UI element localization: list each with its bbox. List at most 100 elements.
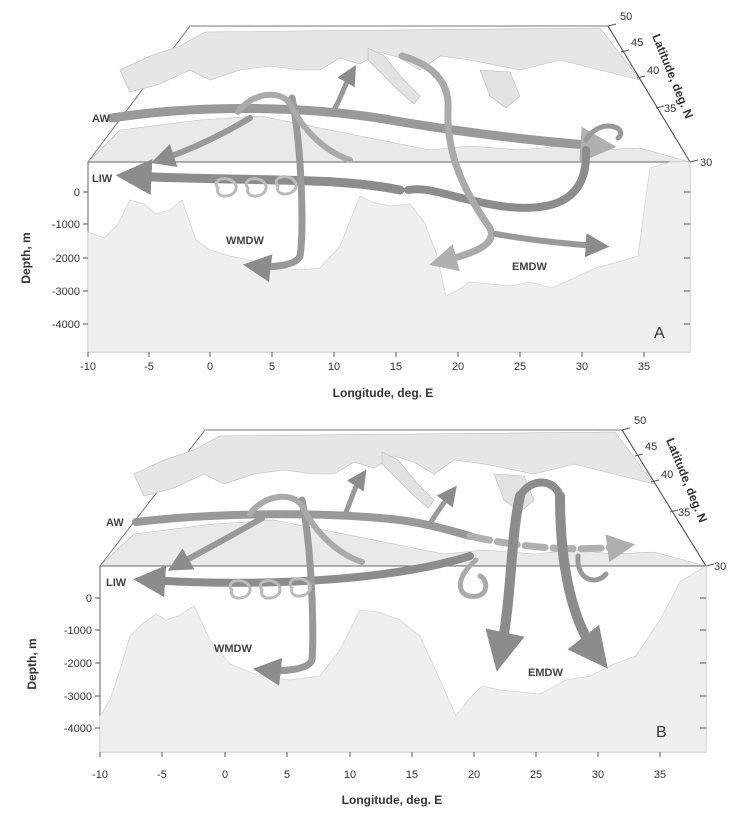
panel-b: 50 45 40 35 30 Latitude, deg. N xyxy=(25,415,726,807)
lon-tick: 25 xyxy=(530,769,542,781)
depth-axis-b: 0 -1000 -2000 -3000 -4000 xyxy=(64,593,100,735)
lat-tick: 50 xyxy=(620,11,632,23)
flow-arrows-b xyxy=(132,469,636,686)
lon-tick: 10 xyxy=(344,769,356,781)
panel-tag-b: B xyxy=(656,724,667,741)
lon-tick: 20 xyxy=(452,361,464,373)
lon-tick: 30 xyxy=(592,769,604,781)
lon-tick: 30 xyxy=(576,361,588,373)
lon-axis-a: -10 -5 0 5 10 15 20 25 30 35 xyxy=(80,352,650,373)
lon-tick: 20 xyxy=(468,769,480,781)
right-ticks-a xyxy=(684,191,690,325)
lat-tick: 40 xyxy=(661,469,673,481)
lon-tick: -10 xyxy=(80,361,96,373)
emdw-west xyxy=(485,491,525,672)
land-europe xyxy=(133,431,655,497)
liw-arrow xyxy=(115,159,405,196)
label-emdw: EMDW xyxy=(512,261,547,273)
depth-tick: -3000 xyxy=(64,691,92,703)
depth-tick: -1000 xyxy=(64,625,92,637)
lon-tick: 5 xyxy=(269,361,275,373)
eddy-1 xyxy=(214,177,238,198)
east-curl xyxy=(575,553,609,583)
tyrrhenian-loop xyxy=(247,493,365,565)
land-italy xyxy=(381,451,435,509)
depth-tick: -1000 xyxy=(52,219,80,231)
eddy-3 xyxy=(274,175,298,196)
lon-axis-title: Longitude, deg. E xyxy=(333,386,434,400)
lon-axis-title: Longitude, deg. E xyxy=(342,793,443,807)
lon-tick: 10 xyxy=(328,361,340,373)
land-greece xyxy=(479,69,521,109)
lat-tick: 30 xyxy=(700,157,712,169)
flow-arrows-a xyxy=(107,52,624,282)
right-ticks-b xyxy=(700,597,706,729)
emdw-east xyxy=(555,491,608,669)
lon-tick: -5 xyxy=(157,769,167,781)
lon-tick: -5 xyxy=(144,361,154,373)
label-liw: LIW xyxy=(92,173,113,185)
eddy-2 xyxy=(244,177,268,198)
label-aw: AW xyxy=(92,113,110,125)
tyrrhenian-loop xyxy=(235,91,353,163)
lat-tick: 35 xyxy=(664,103,676,115)
north-branch xyxy=(343,469,367,515)
aw-arrow xyxy=(132,510,474,540)
lon-axis-b: -10 -5 0 5 10 15 20 25 30 35 xyxy=(92,752,666,781)
aw-eddy xyxy=(583,123,624,143)
lon-tick: 25 xyxy=(514,361,526,373)
lon-tick: 5 xyxy=(284,769,290,781)
lat-tick: 45 xyxy=(631,37,643,49)
emdw-arrow xyxy=(493,231,610,258)
panel-tag-a: A xyxy=(654,325,665,342)
wmdw-arrow xyxy=(252,496,317,686)
liw-branch xyxy=(404,146,591,212)
depth-axis-title: Depth, m xyxy=(25,638,39,689)
aegean-loop xyxy=(516,478,564,500)
liw-curl xyxy=(457,557,489,599)
lat-ticks-b: 50 45 40 35 30 xyxy=(621,415,726,573)
lon-tick: 35 xyxy=(654,769,666,781)
land-italy xyxy=(367,47,421,105)
eddy-2 xyxy=(258,579,282,600)
depth-tick: -2000 xyxy=(52,253,80,265)
seabed xyxy=(99,565,707,753)
depth-tick: -4000 xyxy=(52,319,80,331)
depth-axis-a: 0 -1000 -2000 -3000 -4000 xyxy=(52,187,88,331)
land-greece xyxy=(493,473,535,513)
eddy-1 xyxy=(228,579,252,600)
aw-dashed xyxy=(466,532,636,563)
lat-tick: 45 xyxy=(645,441,657,453)
lon-tick: -10 xyxy=(92,769,108,781)
depth-tick: 0 xyxy=(86,593,92,605)
depth-tick: -2000 xyxy=(64,658,92,670)
lat-tick: 30 xyxy=(714,561,726,573)
eddy-3 xyxy=(288,577,312,598)
depth-axis-title: Depth, m xyxy=(19,232,33,283)
label-wmdw: WMDW xyxy=(226,235,264,247)
lon-tick: 15 xyxy=(406,769,418,781)
lon-tick: 0 xyxy=(207,361,213,373)
aw-arrow xyxy=(107,103,617,163)
lat-tick: 40 xyxy=(647,65,659,77)
depth-tick: 0 xyxy=(74,187,80,199)
lat-tick: 50 xyxy=(634,415,646,427)
lon-tick: 15 xyxy=(390,361,402,373)
liw-arrow xyxy=(133,552,474,598)
aw-branch-south xyxy=(167,515,265,571)
wmdw-arrow xyxy=(242,94,306,282)
depth-tick: -4000 xyxy=(64,723,92,735)
panel-a: 50 45 40 35 30 Latitude, deg. N AW xyxy=(19,11,712,400)
adriatic-flow xyxy=(398,52,495,272)
north-branch xyxy=(331,65,356,113)
seabed xyxy=(87,161,691,353)
label-emdw: EMDW xyxy=(528,667,563,679)
lon-tick: 0 xyxy=(222,769,228,781)
lat-ticks-a: 50 45 40 35 30 xyxy=(607,11,712,169)
label-aw: AW xyxy=(106,517,124,529)
depth-tick: -3000 xyxy=(52,286,80,298)
label-wmdw: WMDW xyxy=(214,643,252,655)
land-europe xyxy=(119,27,641,93)
lon-tick: 35 xyxy=(638,361,650,373)
